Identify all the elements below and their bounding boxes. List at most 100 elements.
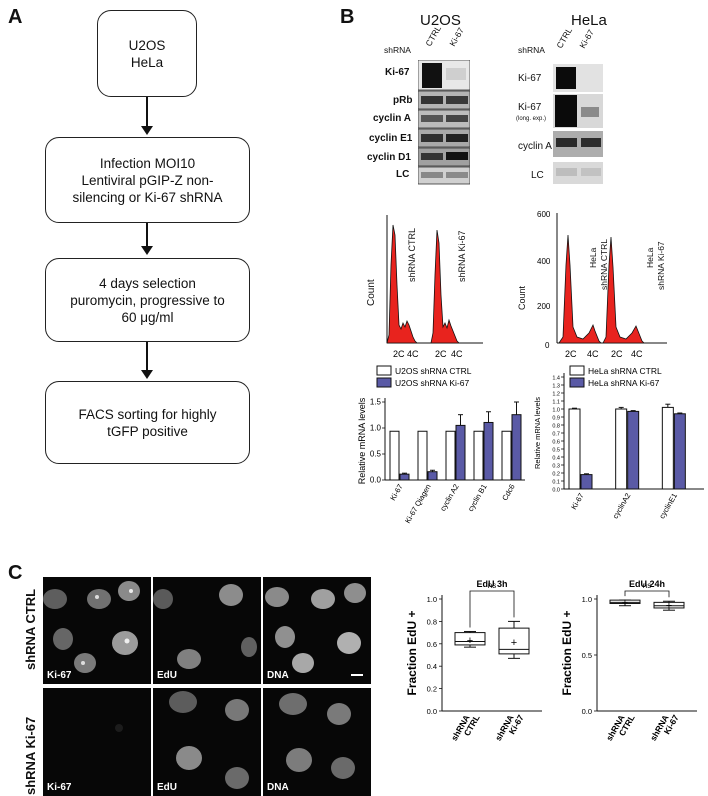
row-label-ctrl: shRNA CTRL	[23, 588, 38, 670]
tick-label: 2C	[611, 349, 623, 359]
tick-label: 4C	[631, 349, 643, 359]
tick-label: 2C	[565, 349, 577, 359]
flow-text: Lentiviral pGIP-Z non-	[81, 172, 214, 188]
y-tick-label: 0.8	[552, 424, 560, 430]
tick-label: 2C	[393, 349, 405, 359]
blot-row-label: Ki-67	[385, 67, 410, 78]
y-tick-label: 1.3	[552, 384, 560, 390]
micrograph-ctrl-dna: DNA	[263, 577, 371, 684]
y-tick-label: 0.4	[552, 456, 560, 462]
tick-label: 4C	[407, 349, 419, 359]
y-tick-label: 0.5	[552, 448, 560, 454]
histogram-label: HeLa	[645, 247, 655, 268]
flow-text: 60 μg/ml	[121, 309, 174, 325]
nuclei-image	[43, 581, 140, 673]
micrograph-ki67sh-ki67: Ki-67	[43, 688, 151, 796]
hela-cell-cycle-histogram: 600 400 200 0 2C 4C 2C 4C	[537, 210, 667, 359]
y-tick: 600	[537, 210, 551, 219]
lane-label-ki67: Ki-67	[447, 25, 466, 48]
category-label: Ki-67	[569, 492, 586, 512]
y-tick-label: 1.0	[552, 408, 560, 414]
bar	[483, 421, 494, 481]
bar	[427, 471, 438, 481]
significance-label: ns	[643, 581, 651, 590]
nuclei-image	[169, 691, 249, 789]
flow-step-infection: Infection MOI10 Lentiviral pGIP-Z non-sil…	[45, 137, 250, 223]
y-axis-label: Fraction EdU +	[560, 610, 574, 695]
blot-row-label: Ki-67	[518, 73, 542, 84]
bar	[661, 406, 674, 490]
y-tick-label: 1.0	[427, 595, 437, 604]
legend-label: HeLa shRNA Ki-67	[588, 378, 660, 388]
category-label: cyclinE1	[657, 492, 679, 521]
bar	[615, 408, 628, 490]
y-axis-label: Relative mRNA levels	[357, 397, 367, 484]
y-tick-label: 0.2	[427, 685, 437, 694]
category-label: cyclin A2	[438, 483, 461, 513]
blot-row-label: cyclin E1	[369, 133, 413, 144]
nuclei-image	[279, 693, 355, 779]
flow-arrow-head	[141, 370, 153, 379]
mean-marker: +	[467, 635, 473, 647]
tick-label: 4C	[587, 349, 599, 359]
channel-label: DNA	[267, 670, 289, 681]
shrna-label: shRNA	[518, 45, 545, 55]
channel-label: EdU	[157, 782, 177, 793]
u2os-cell-cycle-histogram: 2C 4C 2C 4C	[386, 215, 483, 359]
y-tick-label: 0.9	[552, 416, 560, 422]
nuclei-image	[153, 584, 257, 669]
bar	[511, 414, 522, 481]
nuclei-image	[265, 583, 366, 676]
bar	[417, 430, 428, 481]
blot-row-label: cyclin D1	[367, 152, 411, 163]
legend-swatch	[569, 365, 585, 376]
flow-step-cell-lines: U2OS HeLa	[97, 10, 197, 97]
box	[609, 599, 641, 604]
bar	[389, 430, 400, 481]
y-tick-label: 0.0	[552, 488, 560, 494]
histogram-label: shRNA Ki-67	[656, 241, 666, 290]
bar	[501, 430, 512, 481]
bar	[399, 473, 410, 481]
legend-swatch	[376, 365, 392, 376]
micrograph-ctrl-edu: EdU	[153, 577, 261, 684]
histogram-label: shRNA CTRL	[407, 227, 417, 282]
count-axis-label: Count	[517, 285, 527, 310]
nuclei-image	[115, 724, 123, 732]
channel-label: EdU	[157, 670, 177, 681]
blot-row-label: LC	[396, 169, 410, 180]
y-tick-label: 0.5	[582, 651, 592, 660]
histogram-label: HeLa	[588, 247, 598, 268]
y-axis-label: Fraction EdU +	[405, 610, 419, 695]
blot-row-label: cyclin A	[518, 141, 552, 152]
y-tick-label: 1.0	[582, 595, 592, 604]
y-tick-label: 0.8	[427, 617, 437, 626]
mean-marker: +	[666, 600, 672, 612]
bar	[627, 410, 640, 490]
hela-mrna-bar-chart: HeLa shRNA CTRL HeLa shRNA Ki-67 0.0 0.1 0.2…	[533, 365, 704, 521]
flow-text: tGFP positive	[107, 423, 188, 439]
bar	[580, 474, 593, 490]
blot-row-sublabel: (long. exp.)	[516, 116, 547, 122]
histogram-label: shRNA Ki-67	[457, 230, 467, 282]
bar	[473, 430, 484, 481]
legend-label: U2OS shRNA Ki-67	[395, 378, 469, 388]
y-tick: 400	[537, 257, 551, 266]
flow-arrow	[146, 97, 148, 129]
blot-row-label: pRb	[393, 95, 413, 106]
blot-row-label: LC	[531, 170, 544, 181]
y-tick-label: 0.3	[552, 464, 560, 470]
micrograph-ctrl-ki67: Ki-67	[43, 577, 151, 684]
panel-a-label: A	[8, 6, 23, 28]
legend-swatch	[376, 377, 392, 388]
tick-label: 2C	[435, 349, 447, 359]
legend-swatch	[569, 377, 585, 388]
significance-label: ns	[488, 581, 496, 590]
chart-title: EdU 3h	[476, 579, 507, 589]
flow-text: FACS sorting for highly	[78, 406, 217, 422]
panel-b-label: B	[340, 6, 355, 28]
y-tick-label: 1.2	[552, 392, 560, 398]
flow-arrow-head	[141, 246, 153, 255]
hela-western-blot	[553, 64, 603, 184]
